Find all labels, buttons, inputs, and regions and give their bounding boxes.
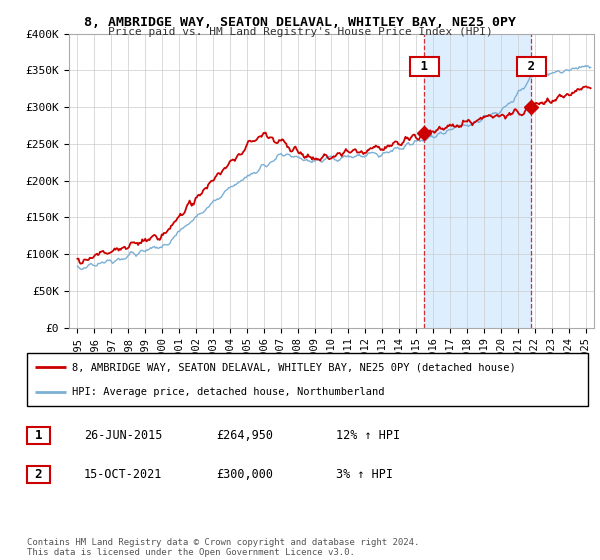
Text: 3% ↑ HPI: 3% ↑ HPI (336, 468, 393, 481)
Text: Contains HM Land Registry data © Crown copyright and database right 2024.
This d: Contains HM Land Registry data © Crown c… (27, 538, 419, 557)
Text: £264,950: £264,950 (216, 428, 273, 442)
Text: 1: 1 (413, 60, 436, 73)
Text: 2: 2 (520, 60, 542, 73)
Text: 8, AMBRIDGE WAY, SEATON DELAVAL, WHITLEY BAY, NE25 0PY: 8, AMBRIDGE WAY, SEATON DELAVAL, WHITLEY… (84, 16, 516, 29)
Text: 2: 2 (35, 468, 42, 481)
FancyBboxPatch shape (27, 353, 588, 406)
Text: £300,000: £300,000 (216, 468, 273, 481)
Text: Price paid vs. HM Land Registry's House Price Index (HPI): Price paid vs. HM Land Registry's House … (107, 27, 493, 37)
Bar (424, 34, 531, 328)
Text: 8, AMBRIDGE WAY, SEATON DELAVAL, WHITLEY BAY, NE25 0PY (detached house): 8, AMBRIDGE WAY, SEATON DELAVAL, WHITLEY… (72, 362, 515, 372)
Text: 1: 1 (35, 428, 42, 442)
Text: 26-JUN-2015: 26-JUN-2015 (84, 428, 163, 442)
Text: HPI: Average price, detached house, Northumberland: HPI: Average price, detached house, Nort… (72, 386, 385, 396)
Text: 15-OCT-2021: 15-OCT-2021 (84, 468, 163, 481)
Text: 12% ↑ HPI: 12% ↑ HPI (336, 428, 400, 442)
